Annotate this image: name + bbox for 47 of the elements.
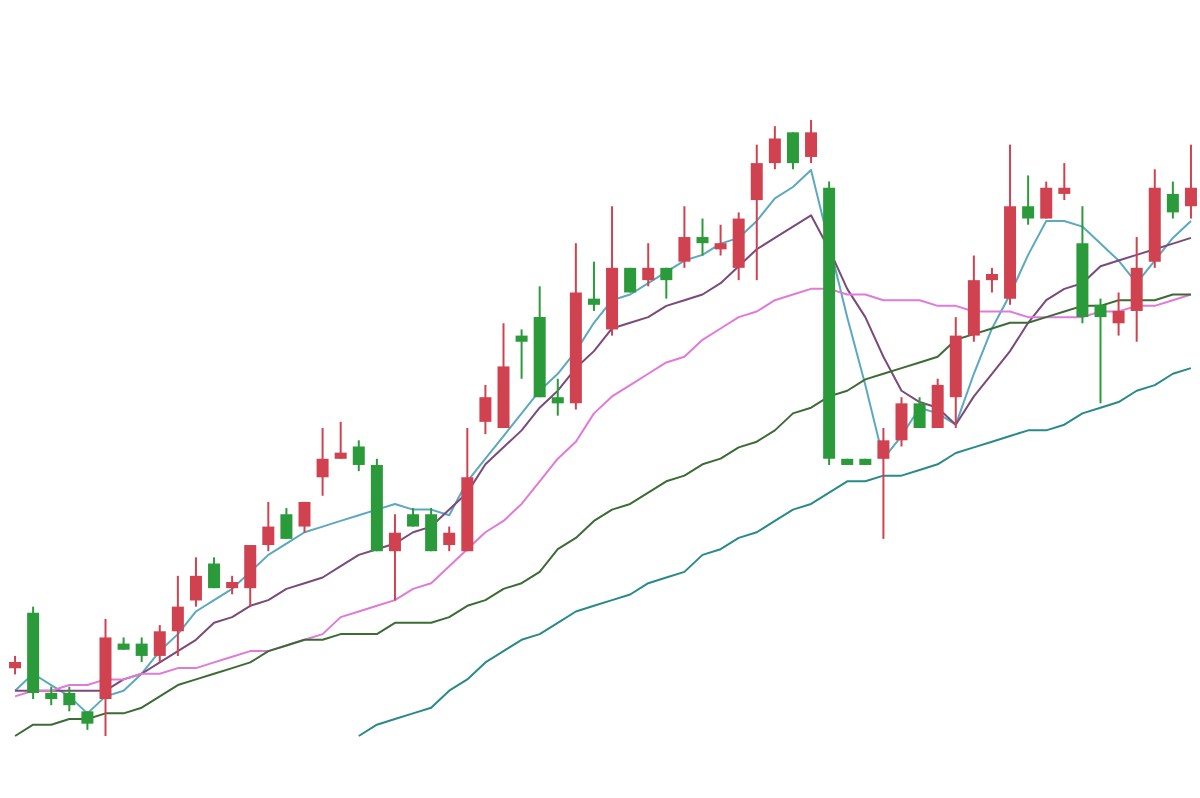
candlestick bbox=[551, 377, 564, 417]
candlestick bbox=[45, 685, 58, 707]
candlestick bbox=[244, 544, 257, 608]
candlestick bbox=[985, 266, 998, 294]
candlestick bbox=[1040, 180, 1053, 220]
candlestick bbox=[280, 507, 293, 540]
candlestick bbox=[388, 513, 401, 602]
candlestick bbox=[407, 507, 420, 528]
candlestick bbox=[334, 420, 347, 460]
candlestick bbox=[262, 500, 275, 553]
candlestick bbox=[750, 143, 763, 282]
candlestick bbox=[895, 396, 908, 448]
candlestick bbox=[316, 427, 329, 497]
candlestick bbox=[1094, 297, 1107, 405]
candlestick bbox=[1166, 180, 1179, 220]
candlestick bbox=[1022, 174, 1035, 226]
candlestick bbox=[642, 242, 655, 288]
candlestick bbox=[189, 556, 202, 608]
candlestick bbox=[913, 396, 926, 429]
candlestick bbox=[135, 636, 148, 664]
candlestick bbox=[226, 574, 239, 596]
candlestick bbox=[877, 427, 890, 540]
candlestick bbox=[587, 260, 600, 312]
candlestick bbox=[515, 328, 528, 380]
candlestick bbox=[352, 439, 365, 473]
candlestick bbox=[805, 119, 818, 165]
candlestick bbox=[443, 525, 456, 553]
candlestick bbox=[660, 266, 673, 300]
candlestick bbox=[786, 131, 799, 171]
candlestick bbox=[208, 556, 221, 590]
candlestick bbox=[9, 654, 22, 676]
candlestick bbox=[81, 710, 94, 731]
candlestick bbox=[153, 624, 166, 664]
candlestick bbox=[678, 205, 691, 269]
candlestick bbox=[1184, 143, 1197, 220]
candlestick bbox=[1058, 162, 1071, 202]
candlestick bbox=[171, 574, 184, 657]
candlestick bbox=[696, 217, 709, 257]
candlestick bbox=[714, 223, 727, 257]
candlestick bbox=[1130, 236, 1143, 343]
candlestick bbox=[63, 685, 76, 713]
candlestick bbox=[479, 383, 492, 436]
candlestick bbox=[931, 377, 944, 429]
candlestick bbox=[1112, 291, 1125, 337]
candlestick bbox=[298, 500, 311, 534]
candlestick bbox=[425, 507, 438, 553]
candlestick bbox=[768, 125, 781, 171]
